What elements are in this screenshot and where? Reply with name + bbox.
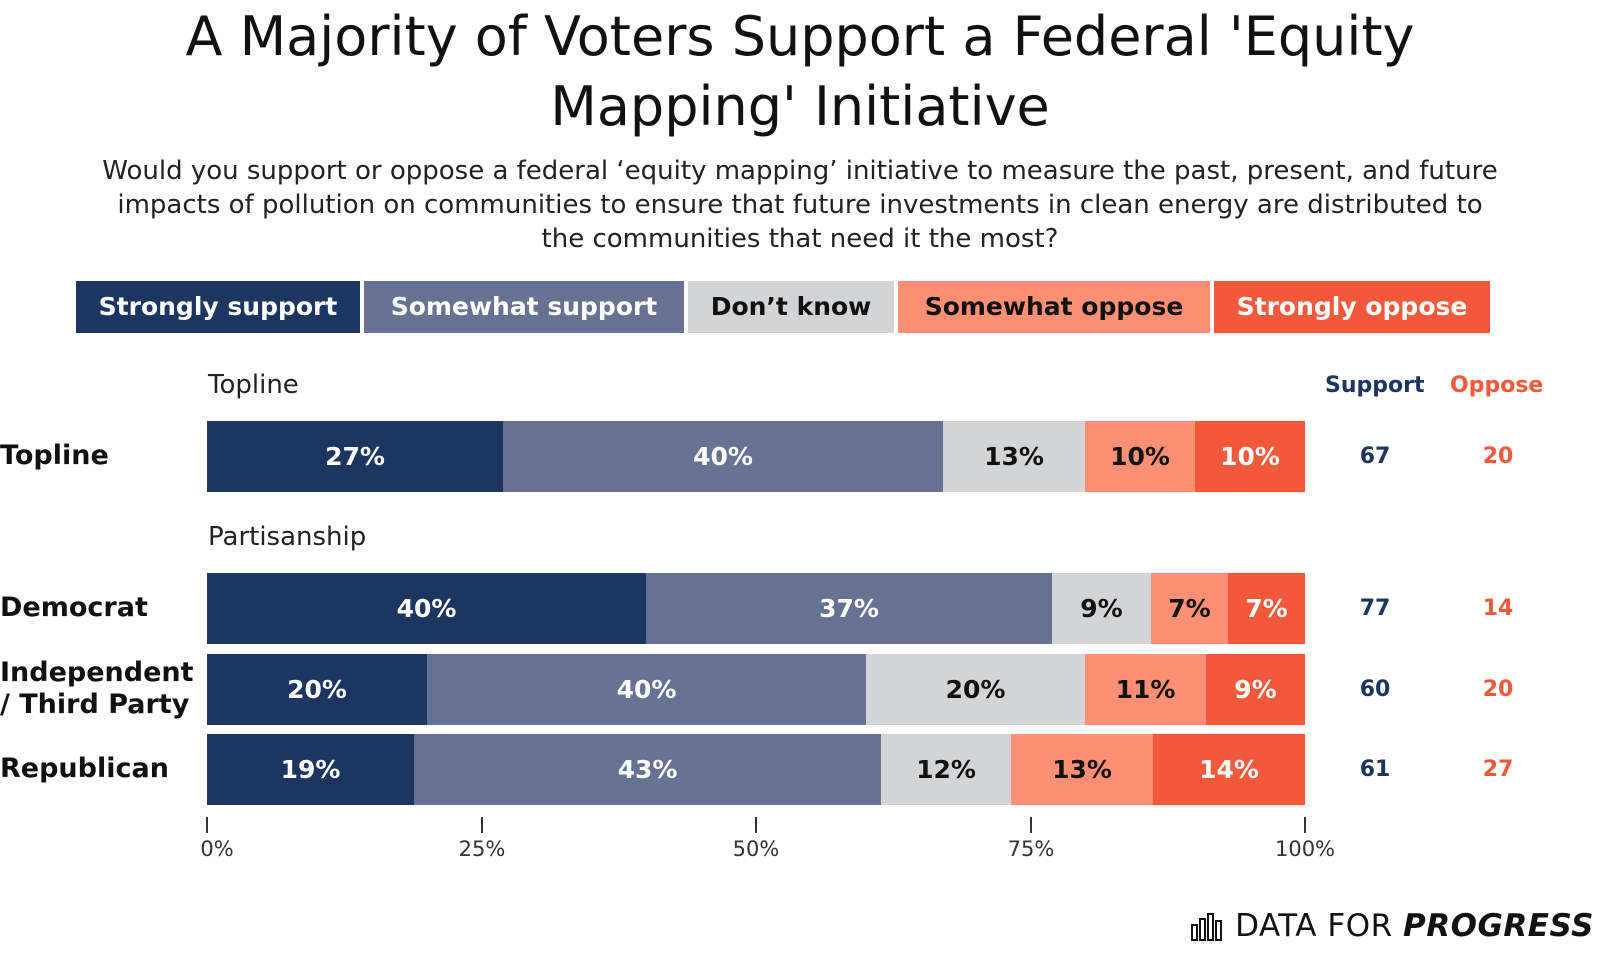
support-column-header: Support <box>1325 373 1425 398</box>
bar-democrat-somewhat-support: 37% <box>646 573 1052 644</box>
axis-tick-label: 25% <box>458 837 506 861</box>
bar-independent-third-party-somewhat-support: 40% <box>427 654 866 725</box>
bar-republican-strongly-oppose: 14% <box>1153 734 1305 805</box>
row-label-topline: Topline <box>0 440 109 471</box>
bar-republican-strongly-support: 19% <box>207 734 414 805</box>
data-for-progress-logo: DATA FOR PROGRESS <box>1191 904 1594 948</box>
legend-strongly-oppose: Strongly oppose <box>1214 281 1490 333</box>
axis-tick-mark <box>755 817 757 833</box>
bar-topline-somewhat-oppose: 10% <box>1085 421 1195 492</box>
legend-somewhat-support: Somewhat support <box>364 281 684 333</box>
bar-democrat-strongly-support: 40% <box>207 573 646 644</box>
support-value-republican: 61 <box>1359 757 1391 782</box>
bar-democrat-somewhat-oppose: 7% <box>1151 573 1228 644</box>
bar-independent-third-party-strongly-support: 20% <box>207 654 427 725</box>
axis-tick-mark <box>206 817 208 833</box>
bar-democrat-dont-know: 9% <box>1052 573 1151 644</box>
support-value-democrat: 77 <box>1359 596 1391 621</box>
bar-independent-third-party-dont-know: 20% <box>866 654 1085 725</box>
axis-tick-label: 100% <box>1274 837 1336 861</box>
support-value-independent: 60 <box>1359 677 1391 702</box>
chart-title-line-2: Mapping' Initiative <box>550 75 1050 138</box>
bar-topline-dont-know: 13% <box>943 421 1085 492</box>
logo-text: DATA FOR PROGRESS <box>1235 908 1594 944</box>
support-value-topline: 67 <box>1359 444 1391 469</box>
subtitle-line-1: Would you support or oppose a federal ‘e… <box>102 156 1498 186</box>
logo-text-emph: PROGRESS <box>1403 908 1594 944</box>
legend: Strongly support Somewhat support Don’t … <box>0 281 1600 333</box>
axis-tick-label: 50% <box>732 837 780 861</box>
bar-republican-dont-know: 12% <box>881 734 1011 805</box>
oppose-value-democrat: 14 <box>1482 596 1514 621</box>
row-label-republican: Republican <box>0 753 169 784</box>
chart-title-line-1: A Majority of Voters Support a Federal '… <box>185 5 1415 68</box>
bar-topline-strongly-support: 27% <box>207 421 503 492</box>
row-label-independent-line-1: Independent <box>0 657 194 688</box>
oppose-value-republican: 27 <box>1482 757 1514 782</box>
subtitle-line-3: the communities that need it the most? <box>541 224 1059 254</box>
legend-strongly-support: Strongly support <box>76 281 360 333</box>
chart-subtitle: Would you support or oppose a federal ‘e… <box>0 154 1600 256</box>
chart-title: A Majority of Voters Support a Federal '… <box>0 2 1600 142</box>
bar-independent-third-party-somewhat-oppose: 11% <box>1085 654 1206 725</box>
group-label-partisanship: Partisanship <box>208 522 367 552</box>
oppose-column-header: Oppose <box>1450 373 1544 398</box>
axis-tick-label: 75% <box>1007 837 1055 861</box>
bar-topline-somewhat-support: 40% <box>503 421 943 492</box>
bar-republican-somewhat-support: 43% <box>414 734 881 805</box>
row-label-independent-line-2: / Third Party <box>0 689 190 720</box>
oppose-value-topline: 20 <box>1482 444 1514 469</box>
axis-tick-mark <box>481 817 483 833</box>
bar-independent-third-party-strongly-oppose: 9% <box>1206 654 1305 725</box>
group-label-topline: Topline <box>208 370 299 400</box>
bar-republican-somewhat-oppose: 13% <box>1011 734 1153 805</box>
row-label-independent: Independent / Third Party <box>0 657 200 721</box>
axis-tick-mark <box>1030 817 1032 833</box>
bar-topline-strongly-oppose: 10% <box>1195 421 1305 492</box>
legend-dont-know: Don’t know <box>688 281 894 333</box>
axis-tick-label: 0% <box>200 837 234 861</box>
oppose-value-independent: 20 <box>1482 677 1514 702</box>
bar-democrat-strongly-oppose: 7% <box>1228 573 1305 644</box>
row-label-democrat: Democrat <box>0 592 148 623</box>
bar-chart-icon <box>1191 913 1223 941</box>
axis-tick-mark <box>1304 817 1306 833</box>
logo-text-plain: DATA FOR <box>1235 908 1393 944</box>
subtitle-line-2: impacts of pollution on communities to e… <box>117 190 1483 220</box>
legend-somewhat-oppose: Somewhat oppose <box>898 281 1210 333</box>
